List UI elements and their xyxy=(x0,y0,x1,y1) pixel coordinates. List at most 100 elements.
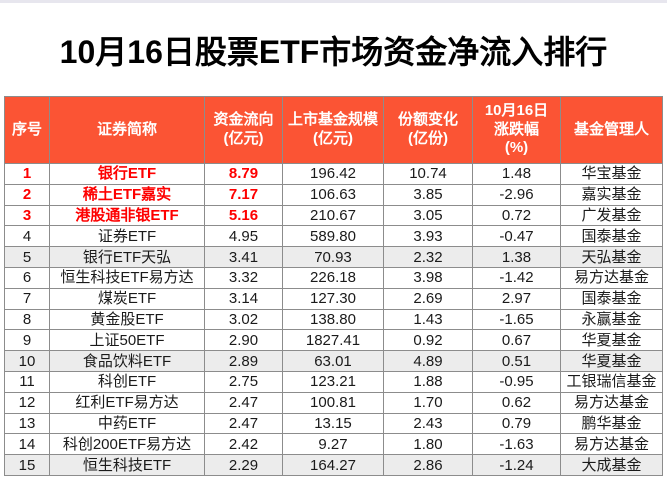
cell-fund-size: 70.93 xyxy=(282,246,384,268)
cell-pct-change: 1.48 xyxy=(472,163,561,185)
col-header-rank: 序号 xyxy=(4,96,50,164)
cell-fund-size: 226.18 xyxy=(282,266,384,289)
cell-name: 港股通非银ETF xyxy=(49,204,205,227)
cell-fund-size: 127.30 xyxy=(282,287,384,310)
cell-share-change: 3.93 xyxy=(383,225,473,248)
cell-rank: 13 xyxy=(4,412,50,435)
cell-name: 中药ETF xyxy=(49,412,205,435)
cell-share-change: 1.70 xyxy=(383,391,473,414)
cell-manager: 华夏基金 xyxy=(560,329,663,352)
cell-name: 科创ETF xyxy=(49,370,205,393)
window-top-border xyxy=(0,0,667,3)
cell-flow: 8.79 xyxy=(204,163,283,185)
cell-share-change: 2.43 xyxy=(383,412,473,435)
cell-pct-change: -0.95 xyxy=(472,370,561,393)
cell-manager: 广发基金 xyxy=(560,204,663,227)
cell-fund-size: 9.27 xyxy=(282,433,384,456)
title-bar: 10月16日股票ETF市场资金净流入排行 xyxy=(0,3,667,96)
cell-fund-size: 589.80 xyxy=(282,225,384,248)
table-row: 9 上证50ETF 2.90 1827.41 0.92 0.67 华夏基金 xyxy=(4,329,663,352)
etf-net-inflow-table: 序号 证券简称 资金流向 (亿元) 上市基金规模 (亿元) 份额变化 (亿份) … xyxy=(4,96,663,476)
cell-manager: 天弘基金 xyxy=(560,246,663,268)
col-header-fund-flow: 资金流向 (亿元) xyxy=(204,96,283,164)
cell-manager: 国泰基金 xyxy=(560,225,663,248)
cell-pct-change: 0.79 xyxy=(472,412,561,435)
cell-rank: 11 xyxy=(4,370,50,393)
table-row: 10 食品饮料ETF 2.89 63.01 4.89 0.51 华夏基金 xyxy=(4,350,663,372)
table-row: 14 科创200ETF易方达 2.42 9.27 1.80 -1.63 易方达基金 xyxy=(4,433,663,456)
cell-share-change: 3.85 xyxy=(383,183,473,206)
cell-name: 食品饮料ETF xyxy=(49,350,205,372)
cell-share-change: 2.86 xyxy=(383,454,473,476)
cell-share-change: 3.98 xyxy=(383,266,473,289)
cell-share-change: 2.32 xyxy=(383,246,473,268)
cell-flow: 2.47 xyxy=(204,391,283,414)
cell-pct-change: -0.47 xyxy=(472,225,561,248)
cell-flow: 2.89 xyxy=(204,350,283,372)
cell-fund-size: 164.27 xyxy=(282,454,384,476)
cell-flow: 2.90 xyxy=(204,329,283,352)
cell-pct-change: -1.63 xyxy=(472,433,561,456)
cell-flow: 2.75 xyxy=(204,370,283,393)
cell-name: 恒生科技ETF xyxy=(49,454,205,476)
cell-rank: 4 xyxy=(4,225,50,248)
cell-share-change: 1.88 xyxy=(383,370,473,393)
page-title: 10月16日股票ETF市场资金净流入排行 xyxy=(59,33,608,70)
cell-name: 银行ETF天弘 xyxy=(49,246,205,268)
cell-name: 证券ETF xyxy=(49,225,205,248)
cell-name: 煤炭ETF xyxy=(49,287,205,310)
cell-pct-change: -1.65 xyxy=(472,308,561,331)
table-body: 1 银行ETF 8.79 196.42 10.74 1.48 华宝基金 2 稀土ETF嘉实 7.1… xyxy=(4,163,663,476)
cell-fund-size: 13.15 xyxy=(282,412,384,435)
col-header-fund-size: 上市基金规模 (亿元) xyxy=(282,96,384,164)
cell-manager: 鹏华基金 xyxy=(560,412,663,435)
cell-rank: 7 xyxy=(4,287,50,310)
col-header-pct-change: 10月16日 涨跌幅 (%) xyxy=(472,96,561,164)
cell-share-change: 10.74 xyxy=(383,163,473,185)
table-row: 15 恒生科技ETF 2.29 164.27 2.86 -1.24 大成基金 xyxy=(4,454,663,476)
cell-rank: 15 xyxy=(4,454,50,476)
cell-pct-change: -2.96 xyxy=(472,183,561,206)
cell-manager: 永赢基金 xyxy=(560,308,663,331)
table-row: 12 红利ETF易方达 2.47 100.81 1.70 0.62 易方达基金 xyxy=(4,391,663,414)
cell-manager: 易方达基金 xyxy=(560,433,663,456)
cell-flow: 4.95 xyxy=(204,225,283,248)
cell-manager: 易方达基金 xyxy=(560,266,663,289)
cell-manager: 华宝基金 xyxy=(560,163,663,185)
table-row: 11 科创ETF 2.75 123.21 1.88 -0.95 工银瑞信基金 xyxy=(4,370,663,393)
cell-name: 红利ETF易方达 xyxy=(49,391,205,414)
table-row: 4 证券ETF 4.95 589.80 3.93 -0.47 国泰基金 xyxy=(4,225,663,248)
cell-flow: 3.41 xyxy=(204,246,283,268)
cell-rank: 14 xyxy=(4,433,50,456)
table-row: 7 煤炭ETF 3.14 127.30 2.69 2.97 国泰基金 xyxy=(4,287,663,310)
table-row: 2 稀土ETF嘉实 7.17 106.63 3.85 -2.96 嘉实基金 xyxy=(4,183,663,206)
table-header-row: 序号 证券简称 资金流向 (亿元) 上市基金规模 (亿元) 份额变化 (亿份) … xyxy=(4,96,663,164)
cell-share-change: 1.43 xyxy=(383,308,473,331)
table-row: 3 港股通非银ETF 5.16 210.67 3.05 0.72 广发基金 xyxy=(4,204,663,227)
cell-name: 恒生科技ETF易方达 xyxy=(49,266,205,289)
cell-pct-change: 0.62 xyxy=(472,391,561,414)
cell-fund-size: 210.67 xyxy=(282,204,384,227)
cell-name: 银行ETF xyxy=(49,163,205,185)
cell-pct-change: 0.72 xyxy=(472,204,561,227)
cell-manager: 工银瑞信基金 xyxy=(560,370,663,393)
cell-flow: 3.14 xyxy=(204,287,283,310)
cell-rank: 9 xyxy=(4,329,50,352)
cell-pct-change: 0.67 xyxy=(472,329,561,352)
cell-name: 上证50ETF xyxy=(49,329,205,352)
cell-name: 黄金股ETF xyxy=(49,308,205,331)
table-row: 6 恒生科技ETF易方达 3.32 226.18 3.98 -1.42 易方达基金 xyxy=(4,266,663,289)
cell-pct-change: -1.24 xyxy=(472,454,561,476)
cell-rank: 12 xyxy=(4,391,50,414)
cell-rank: 1 xyxy=(4,163,50,185)
cell-flow: 2.47 xyxy=(204,412,283,435)
col-header-security-name: 证券简称 xyxy=(49,96,205,164)
cell-rank: 3 xyxy=(4,204,50,227)
cell-fund-size: 123.21 xyxy=(282,370,384,393)
cell-fund-size: 196.42 xyxy=(282,163,384,185)
cell-fund-size: 106.63 xyxy=(282,183,384,206)
table-row: 13 中药ETF 2.47 13.15 2.43 0.79 鹏华基金 xyxy=(4,412,663,435)
cell-name: 科创200ETF易方达 xyxy=(49,433,205,456)
col-header-fund-manager: 基金管理人 xyxy=(560,96,663,164)
cell-manager: 嘉实基金 xyxy=(560,183,663,206)
